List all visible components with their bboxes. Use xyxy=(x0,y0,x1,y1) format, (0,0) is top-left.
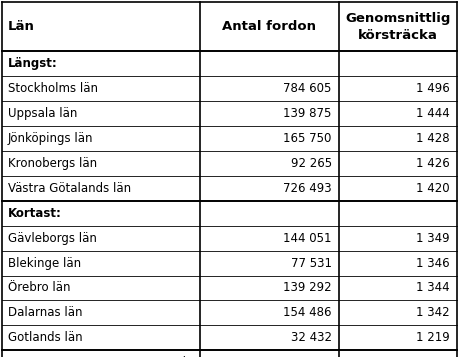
Text: 139 875: 139 875 xyxy=(283,107,332,120)
Text: Blekinge län: Blekinge län xyxy=(8,257,81,270)
Text: 165 750: 165 750 xyxy=(283,132,332,145)
Text: Totalt:: Totalt: xyxy=(158,356,195,357)
Text: 92 265: 92 265 xyxy=(291,157,332,170)
Text: 4 352 046: 4 352 046 xyxy=(272,356,332,357)
Text: 139 292: 139 292 xyxy=(283,281,332,295)
Text: 726 493: 726 493 xyxy=(283,182,332,195)
Text: 77 531: 77 531 xyxy=(291,257,332,270)
Text: Stockholms län: Stockholms län xyxy=(8,82,98,95)
Text: 1 496: 1 496 xyxy=(416,82,450,95)
Text: 1 342: 1 342 xyxy=(416,306,450,320)
Text: Kronobergs län: Kronobergs län xyxy=(8,157,97,170)
Text: Kortast:: Kortast: xyxy=(8,207,62,220)
Text: 1 444: 1 444 xyxy=(416,107,450,120)
Text: 1 344: 1 344 xyxy=(416,281,450,295)
Text: Dalarnas län: Dalarnas län xyxy=(8,306,82,320)
Text: Gävleborgs län: Gävleborgs län xyxy=(8,232,97,245)
Text: Län: Län xyxy=(8,20,35,33)
Text: 1 349: 1 349 xyxy=(416,232,450,245)
Text: Västra Götalands län: Västra Götalands län xyxy=(8,182,131,195)
Text: 1 428: 1 428 xyxy=(416,132,450,145)
Text: 1 219: 1 219 xyxy=(416,331,450,344)
Text: Gotlands län: Gotlands län xyxy=(8,331,83,344)
Text: 1 426: 1 426 xyxy=(416,157,450,170)
Text: 1 346: 1 346 xyxy=(416,257,450,270)
Text: Längst:: Längst: xyxy=(8,57,57,70)
Text: 1 420: 1 420 xyxy=(416,182,450,195)
Text: Jönköpings län: Jönköpings län xyxy=(8,132,93,145)
Text: Örebro län: Örebro län xyxy=(8,281,70,295)
Text: 154 486: 154 486 xyxy=(283,306,332,320)
Text: 32 432: 32 432 xyxy=(291,331,332,344)
Text: 784 605: 784 605 xyxy=(283,82,332,95)
Text: Uppsala län: Uppsala län xyxy=(8,107,77,120)
Text: Antal fordon: Antal fordon xyxy=(222,20,316,33)
Text: 1 404: 1 404 xyxy=(416,356,450,357)
Text: Genomsnittlig
körsträcka: Genomsnittlig körsträcka xyxy=(345,11,450,41)
Text: 144 051: 144 051 xyxy=(283,232,332,245)
